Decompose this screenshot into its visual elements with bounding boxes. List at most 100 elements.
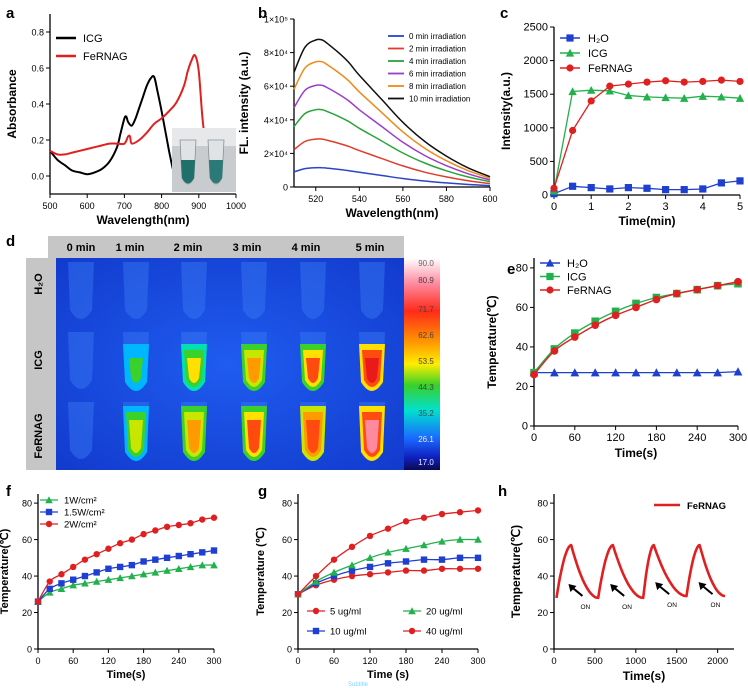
absorbance-curve-fernag <box>49 54 222 156</box>
x-tick-label: 900 <box>191 201 206 211</box>
data-point <box>128 536 136 543</box>
panel-d-thermal-image: 0 min 1 min 2 min 3 min 4 min 5 min H₂O ICG FeRN… <box>26 236 440 470</box>
data-point <box>366 532 374 540</box>
y-tick-label: 40 <box>282 572 292 582</box>
watermark-text: Subtitle <box>348 682 369 688</box>
series-line <box>553 89 741 192</box>
series-line <box>533 283 739 374</box>
data-point <box>546 272 554 281</box>
colorbar-label: 90.0 <box>418 259 434 268</box>
fluorescence-curve <box>293 138 491 185</box>
legend-label: H₂O <box>588 33 609 45</box>
data-point <box>587 184 595 192</box>
data-point <box>611 311 620 320</box>
on-label: ON <box>711 602 721 609</box>
data-point <box>566 34 574 42</box>
legend-label: 8 min irradiation <box>409 82 466 91</box>
x-tick-label: 180 <box>398 656 413 666</box>
x-axis-title: Time (s) <box>367 669 409 681</box>
data-point <box>312 627 320 635</box>
series-line <box>533 281 739 376</box>
x-tick-label: 0 <box>35 656 40 666</box>
data-point <box>384 569 392 576</box>
x-axis-title: Time(s) <box>615 446 657 460</box>
x-tick-label: 2000 <box>707 656 728 667</box>
tube-hotspot <box>123 402 149 461</box>
legend-label: 10 ug/ml <box>330 627 366 638</box>
hotspot-core <box>187 420 201 453</box>
data-point <box>571 329 579 337</box>
x-tick-label: 2 <box>625 201 631 213</box>
thermal-background <box>56 258 404 470</box>
data-point <box>140 558 147 565</box>
data-point <box>69 581 77 589</box>
x-tick-label: 0 <box>295 656 300 666</box>
data-point <box>152 556 159 563</box>
data-point <box>81 572 89 580</box>
tube-hotspot <box>300 332 326 391</box>
x-tick-label: 300 <box>206 656 221 666</box>
data-point <box>550 368 559 377</box>
data-point <box>591 321 599 330</box>
x-tick-label: 560 <box>395 194 410 204</box>
y-tick-label: 6×10⁴ <box>264 82 288 92</box>
data-point <box>624 184 632 192</box>
data-point <box>105 545 112 552</box>
colorbar-label: 35.2 <box>418 409 434 418</box>
data-point <box>698 92 707 100</box>
data-point <box>57 585 66 593</box>
data-point <box>693 285 701 294</box>
legend-label: 0 min irradiation <box>409 32 466 41</box>
data-point <box>151 568 160 576</box>
hotspot-core <box>306 358 320 383</box>
tube-hotspot <box>300 402 326 461</box>
data-point <box>456 535 464 543</box>
tube-outline <box>300 262 326 319</box>
data-point <box>81 579 89 587</box>
data-point <box>348 572 356 580</box>
y-tick-label: 80 <box>516 262 528 274</box>
tube-hotspot <box>123 332 149 391</box>
x-tick-label: 1500 <box>666 656 687 667</box>
data-point <box>58 571 65 578</box>
tube-outline <box>359 262 385 319</box>
panel-b-chart: 520 540 560 580 600 0 2×10⁴ 4×10⁴ 6×10⁴ 8×10⁴ 1×10… <box>237 15 498 221</box>
on-label: ON <box>622 604 632 611</box>
data-point <box>587 97 595 105</box>
data-point <box>662 186 670 194</box>
y-tick-label: 80 <box>282 499 292 509</box>
y-tick-label: 40 <box>537 572 548 583</box>
data-point <box>45 520 53 528</box>
data-point <box>652 295 661 304</box>
hotspot-core <box>247 420 261 453</box>
legend-label: 20 ug/ml <box>426 607 462 618</box>
hotspot-core <box>365 358 379 383</box>
x-tick-label: 180 <box>136 656 151 666</box>
data-point <box>402 518 410 525</box>
data-point <box>93 550 100 558</box>
data-point <box>175 521 182 529</box>
x-tick-label: 3 <box>663 201 669 213</box>
vial-liquid <box>209 160 223 184</box>
data-point <box>546 286 554 294</box>
y-tick-label: 60 <box>537 535 548 546</box>
y-tick-label: 20 <box>282 608 292 618</box>
fluorescence-curve <box>293 38 491 178</box>
data-point <box>606 185 614 193</box>
data-point <box>163 523 171 531</box>
x-tick-label: 300 <box>470 656 485 666</box>
data-point <box>187 519 194 527</box>
colorbar-label: 80.9 <box>418 276 434 285</box>
panel-label-a: a <box>6 5 15 22</box>
heating-cycle-curve <box>555 543 726 600</box>
data-point <box>736 177 744 185</box>
fluorescence-curve <box>293 108 491 183</box>
data-point <box>402 544 410 552</box>
header-bar <box>48 236 404 258</box>
legend-label: FeRNAG <box>588 63 633 75</box>
legend-label: 1W/cm² <box>64 496 97 507</box>
data-point <box>568 87 577 96</box>
data-point <box>45 496 53 504</box>
data-point <box>420 514 428 521</box>
legend-label: 5 ug/ml <box>330 607 361 618</box>
